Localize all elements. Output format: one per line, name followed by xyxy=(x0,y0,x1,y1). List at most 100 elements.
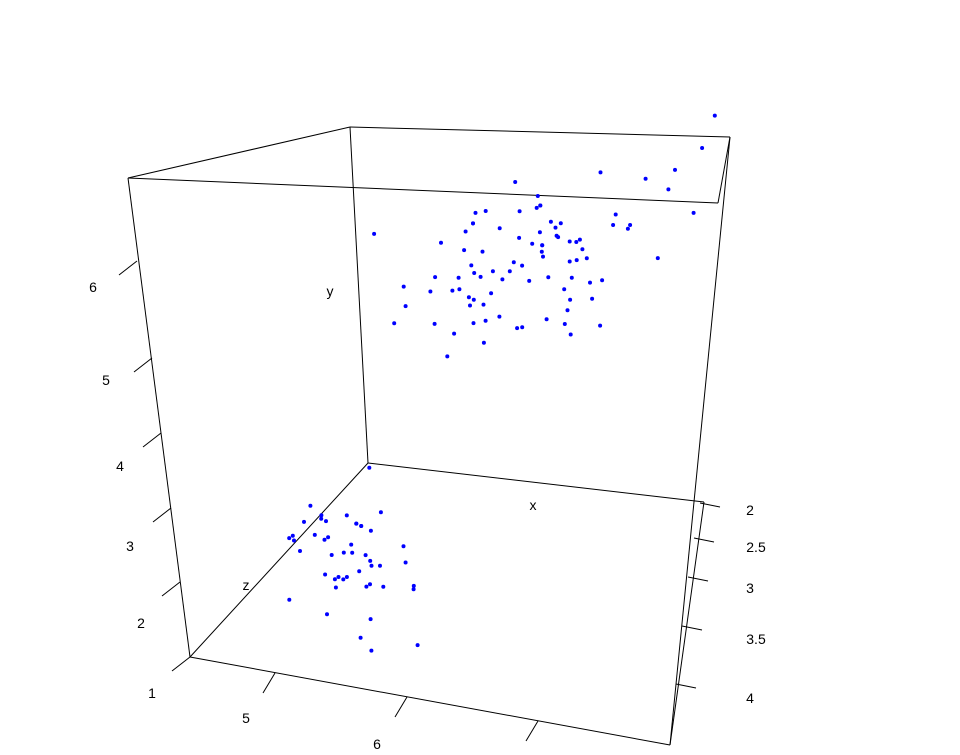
data-point xyxy=(628,223,633,227)
z-tick-label: 4 xyxy=(116,458,124,474)
data-point xyxy=(290,533,295,538)
z-tick-label: 5 xyxy=(102,372,110,388)
x-axis: 2 2.5 3 3.5 4 x xyxy=(530,497,766,706)
box-edge xyxy=(349,126,369,464)
z-tick xyxy=(171,656,191,672)
data-point xyxy=(490,269,495,274)
y-tick-label: 6 xyxy=(373,736,381,752)
box-edge xyxy=(127,126,351,179)
data-point xyxy=(478,274,483,279)
data-point xyxy=(611,223,616,227)
data-point xyxy=(471,297,476,302)
data-point xyxy=(302,519,306,524)
x-tick xyxy=(693,537,715,543)
data-point xyxy=(308,503,313,508)
data-point xyxy=(580,247,585,252)
data-point xyxy=(433,275,438,280)
z-tick-label: 1 xyxy=(148,685,156,701)
x-tick xyxy=(675,683,697,689)
data-point xyxy=(548,219,553,224)
z-axis: 1 2 3 4 5 6 z xyxy=(89,260,250,701)
data-point xyxy=(349,542,354,547)
data-point xyxy=(625,226,630,231)
data-point xyxy=(515,326,520,331)
data-point xyxy=(655,256,660,261)
data-point xyxy=(481,302,486,307)
x-tick-label: 4 xyxy=(746,690,754,706)
data-point xyxy=(368,528,373,533)
z-tick-label: 2 xyxy=(137,615,145,631)
data-point xyxy=(462,248,467,253)
data-point xyxy=(298,549,302,553)
data-point xyxy=(457,287,462,292)
data-point xyxy=(590,296,595,301)
data-point xyxy=(445,354,450,359)
data-point xyxy=(497,314,502,319)
data-point xyxy=(562,322,567,326)
data-point xyxy=(401,284,406,289)
data-point xyxy=(480,249,485,254)
data-point xyxy=(691,210,696,215)
data-point xyxy=(411,583,416,588)
data-point xyxy=(535,194,540,198)
data-points xyxy=(287,113,717,653)
box-edge xyxy=(127,177,719,204)
data-point xyxy=(569,275,574,280)
data-point xyxy=(344,513,349,518)
data-point xyxy=(574,240,579,244)
data-point xyxy=(539,249,544,254)
data-point xyxy=(372,231,377,236)
box-edge xyxy=(717,136,731,204)
box-edge xyxy=(367,462,705,503)
data-point xyxy=(369,563,374,568)
box-edge xyxy=(349,126,731,138)
data-point xyxy=(567,259,572,264)
data-point xyxy=(357,569,362,574)
y-tick-label: 5 xyxy=(242,710,250,726)
data-point xyxy=(577,237,582,242)
y-tick xyxy=(394,696,408,718)
data-point xyxy=(567,239,572,244)
box-edge xyxy=(189,462,369,658)
data-point xyxy=(544,317,549,322)
data-point xyxy=(471,321,476,326)
data-point xyxy=(287,597,292,602)
data-point xyxy=(489,291,494,296)
data-point xyxy=(364,584,369,589)
data-point xyxy=(378,510,383,515)
data-point xyxy=(439,240,443,245)
data-point xyxy=(517,209,522,214)
data-point xyxy=(517,235,522,240)
data-point xyxy=(322,537,327,542)
y-tick xyxy=(525,720,539,742)
data-point xyxy=(500,277,505,282)
data-point xyxy=(541,254,545,259)
z-tick xyxy=(152,507,172,523)
data-point xyxy=(468,303,472,308)
data-point xyxy=(463,229,468,234)
data-point xyxy=(530,241,535,246)
data-point xyxy=(520,263,525,268)
data-point xyxy=(326,535,331,540)
data-point xyxy=(333,585,338,590)
data-point xyxy=(540,243,545,248)
data-point xyxy=(450,288,455,293)
box-edge xyxy=(669,501,705,746)
data-point xyxy=(507,269,512,274)
data-point xyxy=(558,221,563,226)
data-point xyxy=(466,295,471,300)
data-point xyxy=(415,643,420,648)
data-point xyxy=(354,521,359,526)
data-point xyxy=(613,212,618,217)
z-tick-label: 6 xyxy=(89,279,97,295)
data-point xyxy=(432,321,437,326)
data-point xyxy=(403,560,408,565)
data-point xyxy=(411,587,416,592)
x-tick-label: 3.5 xyxy=(746,631,766,647)
data-point xyxy=(546,275,551,280)
data-point xyxy=(537,230,542,235)
data-point xyxy=(325,612,329,617)
data-point xyxy=(520,325,525,330)
data-point xyxy=(598,323,603,328)
